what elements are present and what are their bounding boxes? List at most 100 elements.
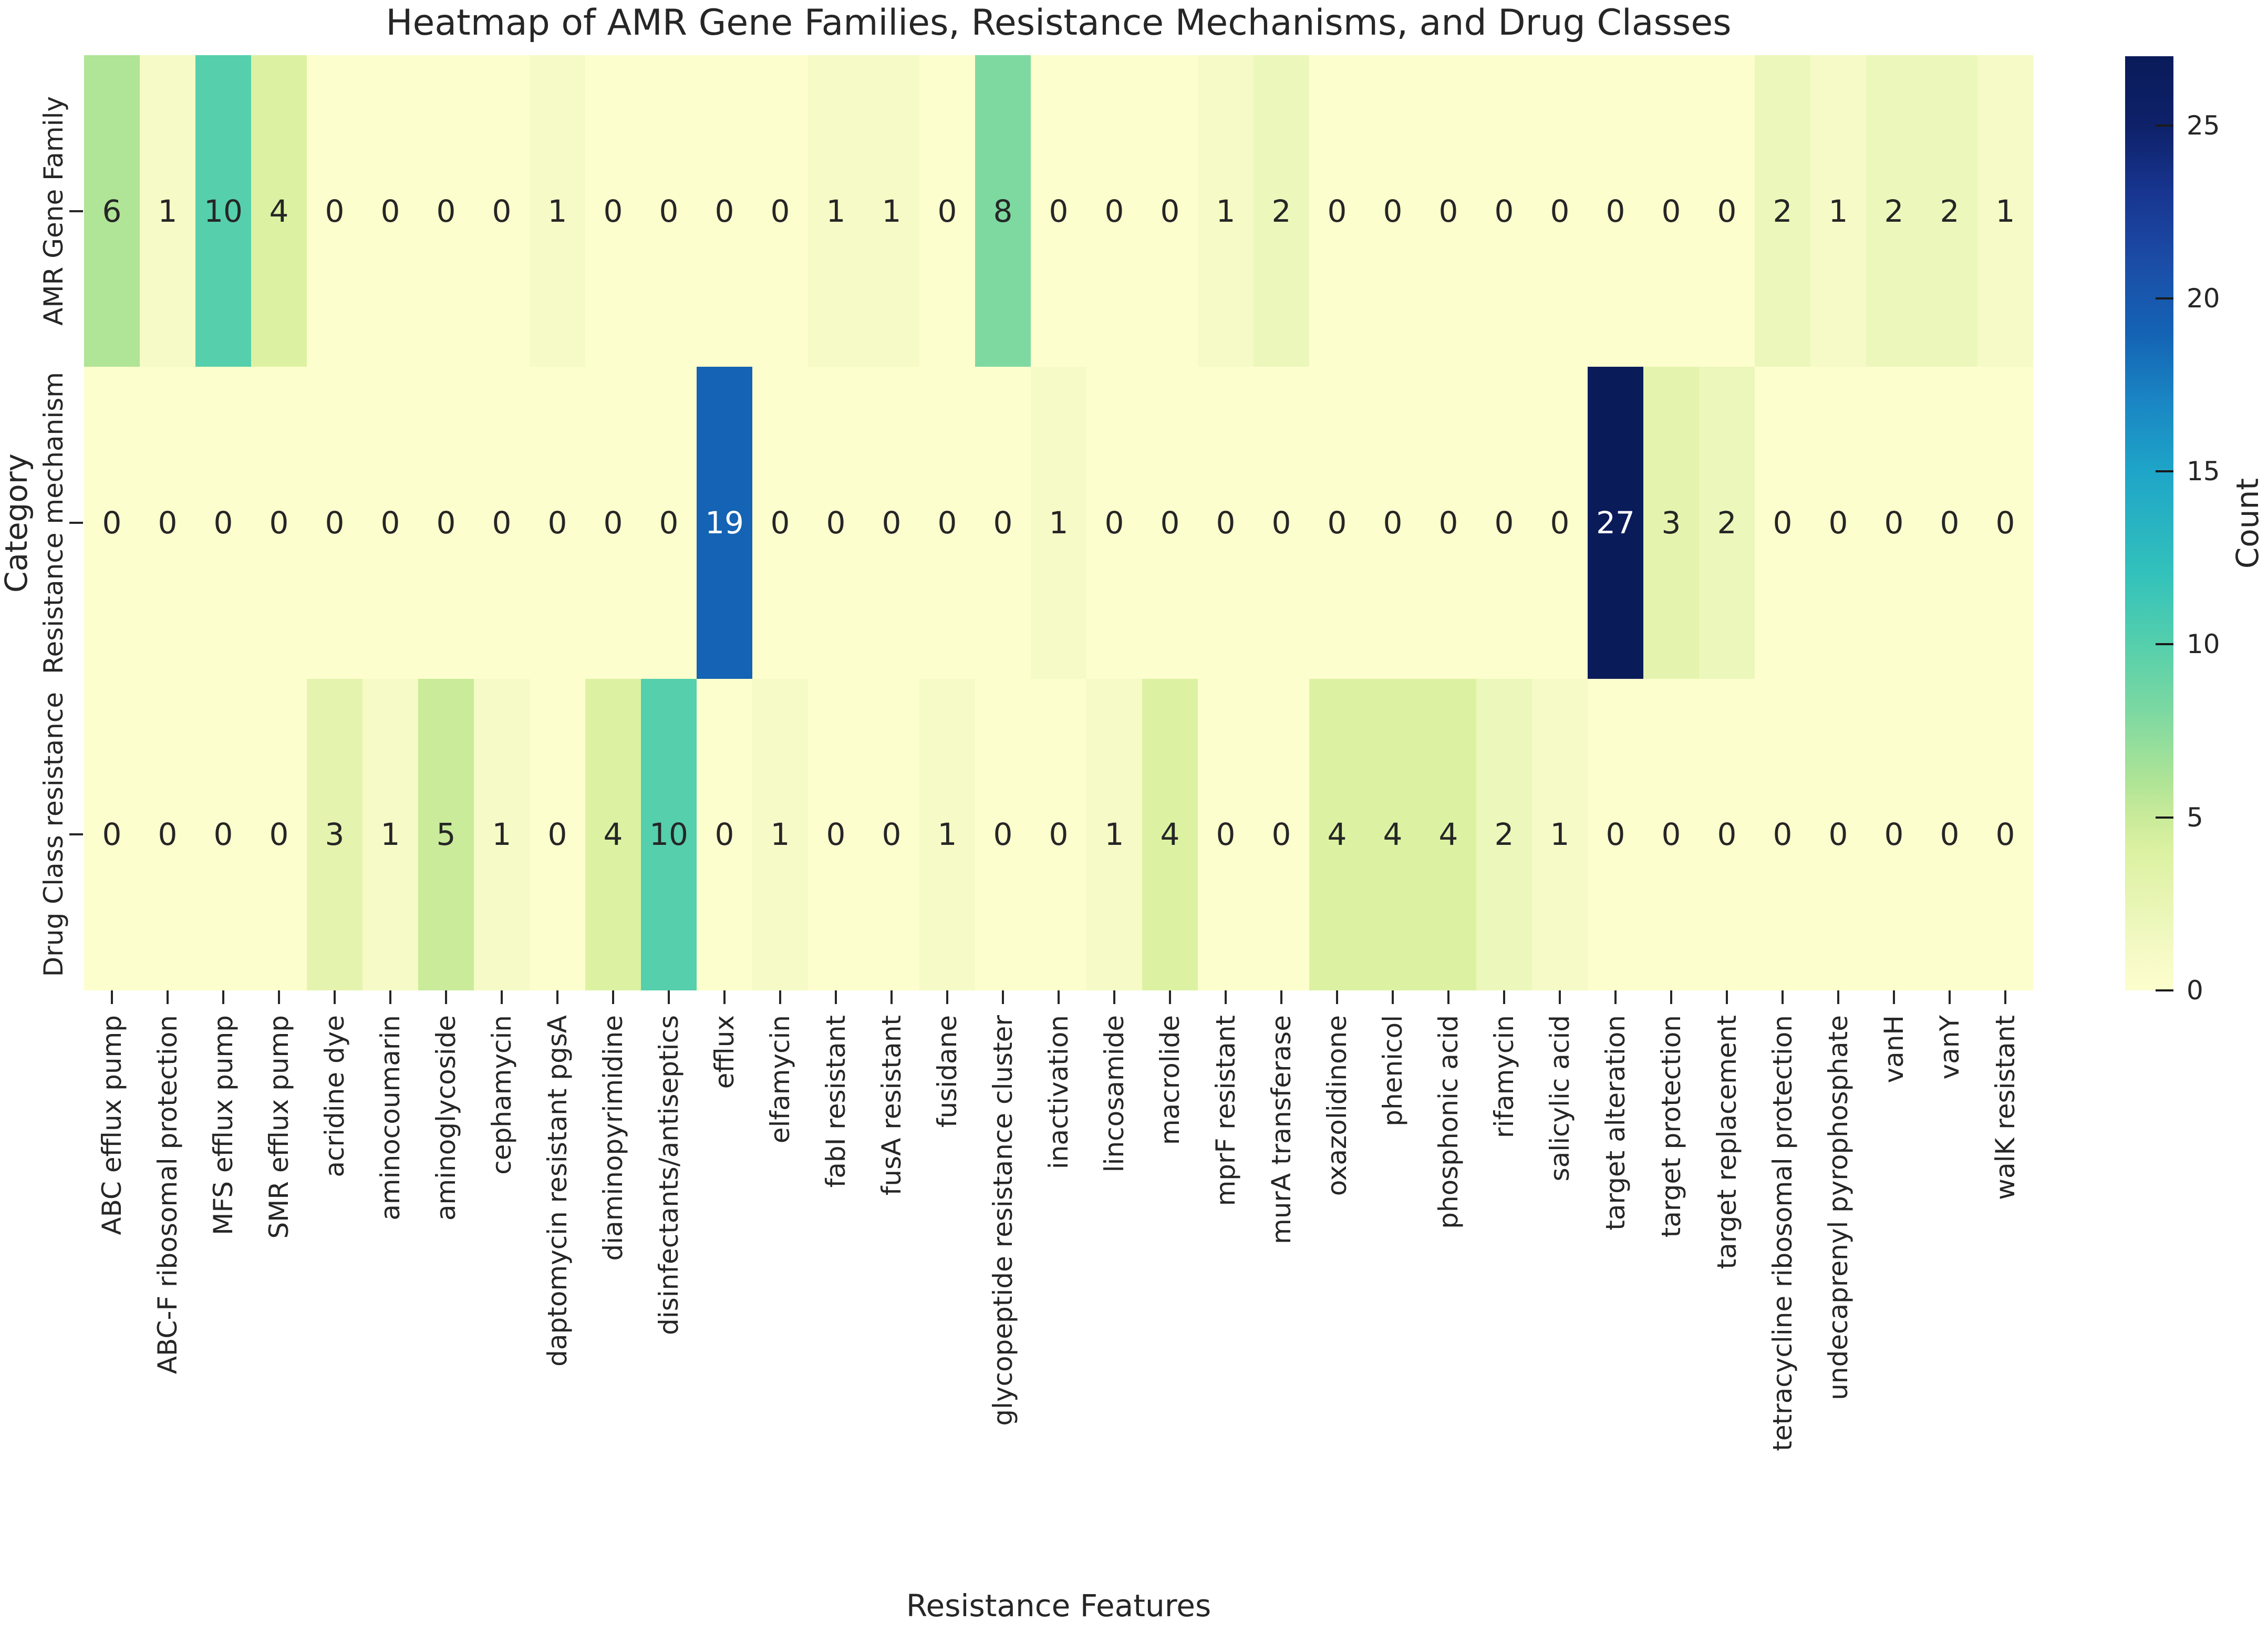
cell-value: 6 [102, 193, 122, 229]
x-tick-label: fabI resistant [808, 1015, 864, 1580]
cell-value: 0 [1216, 817, 1236, 853]
colorbar-title-text: Count [2229, 478, 2265, 569]
cell-value: 0 [213, 504, 233, 541]
cell-value: 1 [380, 817, 400, 853]
heatmap-cell: 0 [1254, 678, 1309, 990]
x-tick-label: elfamycin [752, 1015, 808, 1580]
x-tick-label-text: aminocoumarin [375, 1015, 406, 1221]
x-tick-label-text: fusidane [931, 1015, 962, 1128]
heatmap-cell: 4 [585, 678, 641, 990]
x-tick-label-text: tetracycline ribosomal protection [1767, 1015, 1798, 1451]
x-tick-label-text: ABC efflux pump [96, 1015, 127, 1235]
cell-value: 27 [1596, 504, 1635, 541]
cell-value: 8 [993, 193, 1013, 229]
heatmap-cell: 0 [84, 678, 140, 990]
heatmap-cell: 0 [1031, 678, 1086, 990]
x-tick-label: diaminopyrimidine [585, 1015, 641, 1580]
x-tick-mark [501, 990, 503, 1004]
heatmap-cell: 8 [975, 55, 1031, 367]
x-tick-label: undecaprenyl pyrophosphate [1810, 1015, 1866, 1580]
heatmap-cell: 19 [697, 367, 752, 679]
cell-value: 0 [158, 817, 178, 853]
x-tick-label: phosphonic acid [1421, 1015, 1476, 1580]
cell-value: 0 [158, 504, 178, 541]
cell-value: 0 [1717, 817, 1737, 853]
cell-value: 0 [1049, 817, 1069, 853]
x-tick-label-text: walK resistant [1990, 1015, 2021, 1200]
cell-value: 0 [1216, 504, 1236, 541]
heatmap-cell: 0 [975, 678, 1031, 990]
heatmap-cell: 0 [1643, 55, 1699, 367]
x-tick-label-text: undecaprenyl pyrophosphate [1822, 1015, 1853, 1400]
x-tick-mark [1614, 990, 1617, 1004]
x-tick-mark [445, 990, 447, 1004]
x-tick-mark [1113, 990, 1115, 1004]
x-tick-mark [389, 990, 391, 1004]
heatmap-cell: 0 [363, 367, 418, 679]
heatmap-cell: 0 [251, 678, 307, 990]
x-tick-label-text: fabI resistant [820, 1015, 851, 1188]
x-tick [195, 990, 251, 1006]
x-tick-label-text: diaminopyrimidine [597, 1015, 628, 1261]
colorbar-tick-label: 15 [2187, 456, 2220, 487]
heatmap-cell: 0 [1977, 678, 2033, 990]
heatmap-cell: 2 [1866, 55, 1922, 367]
heatmap-cell: 0 [864, 367, 919, 679]
heatmap-cell: 2 [1254, 55, 1309, 367]
heatmap-grid: 6 1 10 4 0 0 0 0 1 0 0 0 0 1 1 0 8 0 0 0 1 2 0 0 0 0 0 0 0 0 2 1 2 2 1 0 0 0 0… [84, 55, 2033, 990]
heatmap-cell: 0 [585, 55, 641, 367]
heatmap-cell: 0 [1476, 55, 1532, 367]
heatmap-cell: 4 [1421, 678, 1476, 990]
heatmap-cell: 10 [195, 55, 251, 367]
x-tick-mark [334, 990, 336, 1004]
heatmap-cell: 4 [1365, 678, 1421, 990]
cell-value: 5 [436, 817, 456, 853]
heatmap-cell: 0 [195, 367, 251, 679]
heatmap-cell: 0 [307, 367, 363, 679]
x-tick-label-text: macrolide [1154, 1015, 1185, 1145]
cell-value: 0 [1717, 193, 1737, 229]
x-tick-mark [222, 990, 224, 1004]
x-tick [752, 990, 808, 1006]
heatmap-cell: 0 [195, 678, 251, 990]
x-tick-mark [1058, 990, 1060, 1004]
cell-value: 1 [1049, 504, 1069, 541]
cell-value: 0 [1995, 504, 2015, 541]
heatmap-cell: 2 [1755, 55, 1810, 367]
heatmap-cell: 0 [1198, 678, 1254, 990]
x-tick [1086, 990, 1142, 1006]
y-tick-label: Drug Class resistance [29, 679, 69, 990]
cell-value: 0 [826, 817, 846, 853]
colorbar-tick-label: 5 [2187, 802, 2203, 833]
x-tick [585, 990, 641, 1006]
cell-value: 0 [436, 193, 456, 229]
cell-value: 0 [1494, 504, 1514, 541]
x-tick-mark [1949, 990, 1951, 1004]
x-tick [975, 990, 1031, 1006]
y-tick-label-text: AMR Gene Family [38, 96, 69, 326]
x-tick-label: phenicol [1365, 1015, 1421, 1580]
x-tick [1866, 990, 1922, 1006]
heatmap-cell: 0 [1365, 367, 1421, 679]
x-tick-label: aminoglycoside [418, 1015, 474, 1580]
cell-value: 1 [826, 193, 846, 229]
cell-value: 0 [603, 504, 623, 541]
heatmap-cell: 1 [1977, 55, 2033, 367]
y-tick-labels: AMR Gene Family Resistance mechanism Drug … [29, 55, 69, 990]
heatmap-cell: 0 [140, 678, 195, 990]
heatmap-cell: 0 [1755, 678, 1810, 990]
x-tick-label: target protection [1643, 1015, 1699, 1580]
cell-value: 10 [204, 193, 243, 229]
x-tick-label-text: disinfectants/antiseptics [653, 1015, 684, 1335]
x-tick-mark [612, 990, 614, 1004]
heatmap-cell: 0 [864, 678, 919, 990]
x-tick-label-text: target replacement [1711, 1015, 1742, 1269]
colorbar-title: Count [2226, 56, 2268, 990]
heatmap-cell: 4 [1142, 678, 1198, 990]
heatmap-cell: 1 [1198, 55, 1254, 367]
heatmap-cell: 3 [1643, 367, 1699, 679]
x-tick-label: efflux [697, 1015, 752, 1580]
x-tick-label: oxazolidinone [1309, 1015, 1365, 1580]
heatmap-cell: 27 [1588, 367, 1643, 679]
x-tick-label: disinfectants/antiseptics [641, 1015, 697, 1580]
